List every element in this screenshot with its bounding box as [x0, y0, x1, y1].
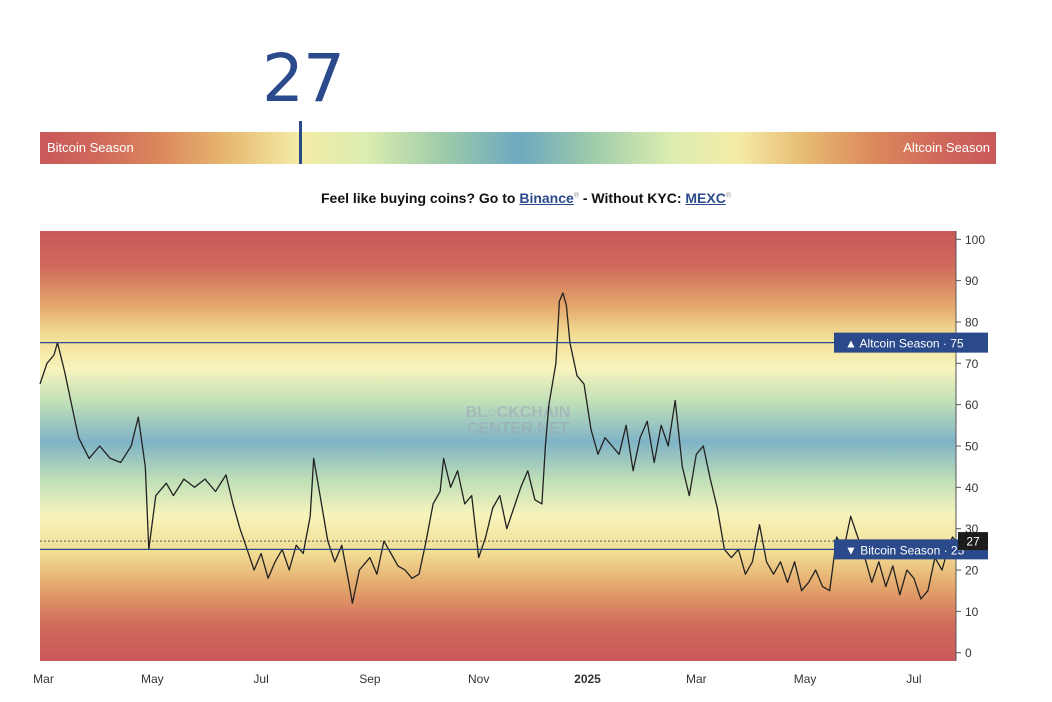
binance-link[interactable]: Binance — [519, 190, 574, 206]
promo-prefix: Feel like buying coins? Go to — [320, 190, 516, 206]
gauge-label-bitcoin-season: Bitcoin Season — [47, 140, 134, 155]
x-tick-label: Nov — [468, 672, 489, 686]
x-tick-label: May — [141, 672, 164, 686]
threshold-label: ▼ Bitcoin Season · 25 — [845, 543, 965, 557]
current-value-badge — [958, 532, 988, 551]
y-tick-label: 80 — [965, 315, 979, 329]
y-tick-label: 40 — [965, 481, 979, 495]
x-tick-label: Sep — [359, 672, 381, 686]
gauge-label-altcoin-season: Altcoin Season — [903, 140, 990, 155]
current-value-label: 27 — [966, 535, 980, 549]
season-gauge-bar: Bitcoin Season Altcoin Season — [40, 121, 996, 164]
y-tick-label: 0 — [965, 646, 972, 660]
x-tick-label: Jul — [906, 672, 921, 686]
threshold-label: ▲ Altcoin Season · 75 — [845, 337, 964, 351]
mexc-link[interactable]: MEXC — [685, 190, 726, 206]
x-tick-label: May — [794, 672, 817, 686]
y-tick-label: 20 — [965, 564, 979, 578]
watermark-line-2: CENTER.NET — [467, 420, 569, 437]
x-tick-label: Mar — [33, 672, 54, 686]
x-tick-label: Mar — [686, 672, 707, 686]
watermark-line-1: BL○CKCHAIN — [466, 404, 571, 421]
promo-middle: - Without KYC: — [582, 190, 682, 206]
y-tick-label: 60 — [965, 398, 979, 412]
x-axis-ticks: Mar May Jul Sep Nov 2025 Mar May Jul — [33, 672, 921, 686]
gauge-current-marker — [299, 121, 302, 164]
y-tick-label: 90 — [965, 274, 979, 288]
season-threshold-lines: ▲ Altcoin Season · 75 ▼ Bitcoin Season · … — [40, 332, 988, 560]
threshold-badge — [834, 332, 988, 353]
altcoin-season-index-line — [39, 292, 957, 604]
registered-mark: ® — [725, 192, 732, 200]
y-tick-label: 70 — [965, 357, 979, 371]
x-tick-label: 2025 — [574, 672, 601, 686]
y-tick-label: 100 — [965, 233, 985, 247]
current-value-tag: 27 — [958, 532, 988, 551]
altcoin-season-index-value: 27 — [262, 40, 345, 117]
registered-mark: ® — [573, 192, 579, 200]
y-tick-label: 10 — [965, 605, 979, 619]
promo-text: Feel like buying coins? Go to Binance® -… — [0, 190, 1052, 206]
threshold-badge — [834, 539, 988, 560]
y-tick-label: 50 — [965, 440, 979, 454]
x-tick-label: Jul — [253, 672, 268, 686]
chart-background — [40, 231, 956, 661]
